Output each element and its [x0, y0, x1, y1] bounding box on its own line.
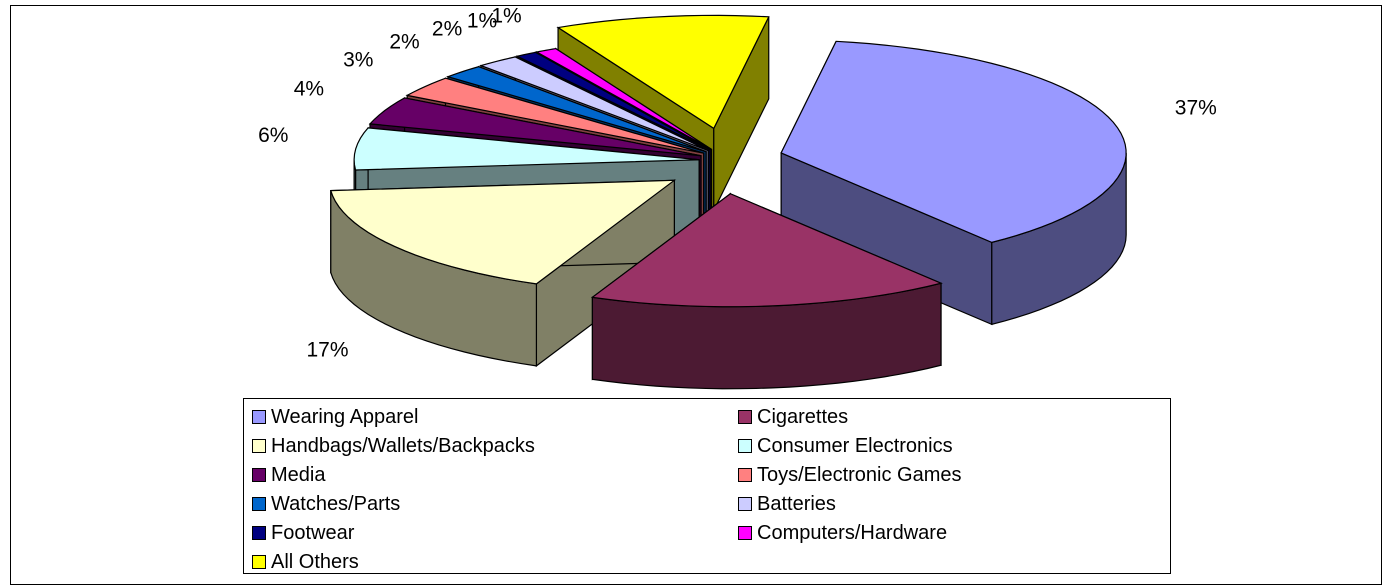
legend-swatch-handbags-wallets-backpacks — [252, 439, 266, 453]
pie-label-consumer-electronics: 6% — [258, 124, 288, 147]
legend-label-wearing-apparel: Wearing Apparel — [271, 405, 419, 428]
legend-label-media: Media — [271, 463, 326, 486]
legend-swatch-toys-electronic-games — [738, 468, 752, 482]
pie-labels: 37%17%17%6%4%3%2%2%1%1%10% — [258, 6, 1217, 361]
legend-label-toys-electronic-games: Toys/Electronic Games — [757, 463, 962, 486]
legend-item-computers-hardware: Computers/Hardware — [738, 519, 947, 547]
legend-swatch-all-others — [252, 555, 266, 569]
legend-item-wearing-apparel: Wearing Apparel — [252, 403, 419, 431]
pie-tops — [329, 14, 1127, 308]
legend-label-footwear: Footwear — [271, 521, 355, 544]
pie-slice-media — [368, 97, 702, 157]
pie-slice-cigarettes — [590, 193, 943, 308]
legend-label-cigarettes: Cigarettes — [757, 405, 849, 428]
pie-slice-handbags-wallets-backpacks — [329, 179, 677, 285]
pie-slice-watches-parts — [446, 66, 707, 153]
legend-swatch-wearing-apparel — [252, 410, 266, 424]
pie-label-media: 4% — [294, 78, 324, 101]
pie-label-watches-parts: 2% — [389, 30, 419, 53]
legend-item-footwear: Footwear — [252, 519, 354, 547]
pie-slice-computers-hardware — [535, 47, 712, 150]
pie-slice-batteries — [479, 56, 709, 152]
legend-label-watches-parts: Watches/Parts — [271, 492, 401, 515]
legend-item-cigarettes: Cigarettes — [738, 403, 848, 431]
legend: Wearing Apparel Cigarettes Handbags/Wallet… — [243, 398, 1171, 574]
pie-label-toys-electronic-games: 3% — [343, 49, 373, 72]
legend-swatch-batteries — [738, 497, 752, 511]
pie-slice-consumer-electronics — [353, 127, 700, 171]
legend-item-media: Media — [252, 461, 325, 489]
legend-label-handbags-wallets-backpacks: Handbags/Wallets/Backpacks — [271, 434, 535, 457]
legend-item-consumer-electronics: Consumer Electronics — [738, 432, 953, 460]
pie-slice-wearing-apparel — [780, 40, 1127, 244]
legend-swatch-watches-parts — [252, 497, 266, 511]
pie-label-wearing-apparel: 37% — [1175, 96, 1217, 119]
pie-slice-toys-electronic-games — [405, 77, 704, 154]
legend-item-handbags-wallets-backpacks: Handbags/Wallets/Backpacks — [252, 432, 535, 460]
pie-slice-all-others — [556, 14, 770, 130]
pie-label-footwear: 1% — [467, 9, 497, 32]
legend-swatch-footwear — [252, 526, 266, 540]
pie-label-batteries: 2% — [432, 18, 462, 41]
chart-area: 37%17%17%6%4%3%2%2%1%1%10% Wearing Appar… — [10, 5, 1382, 585]
legend-item-watches-parts: Watches/Parts — [252, 490, 400, 518]
pie-slice-footwear — [515, 51, 711, 151]
legend-item-all-others: All Others — [252, 548, 359, 576]
legend-label-consumer-electronics: Consumer Electronics — [757, 434, 953, 457]
pie-label-handbags-wallets-backpacks: 17% — [306, 338, 348, 361]
legend-swatch-computers-hardware — [738, 526, 752, 540]
legend-swatch-media — [252, 468, 266, 482]
legend-label-batteries: Batteries — [757, 492, 836, 515]
legend-label-all-others: All Others — [271, 550, 359, 573]
pie-chart: 37%17%17%6%4%3%2%2%1%1%10% — [258, 6, 1217, 390]
pie-label-computers-hardware: 1% — [491, 6, 521, 27]
legend-swatch-consumer-electronics — [738, 439, 752, 453]
legend-item-toys-electronic-games: Toys/Electronic Games — [738, 461, 962, 489]
legend-item-batteries: Batteries — [738, 490, 836, 518]
legend-swatch-cigarettes — [738, 410, 752, 424]
legend-label-computers-hardware: Computers/Hardware — [757, 521, 948, 544]
